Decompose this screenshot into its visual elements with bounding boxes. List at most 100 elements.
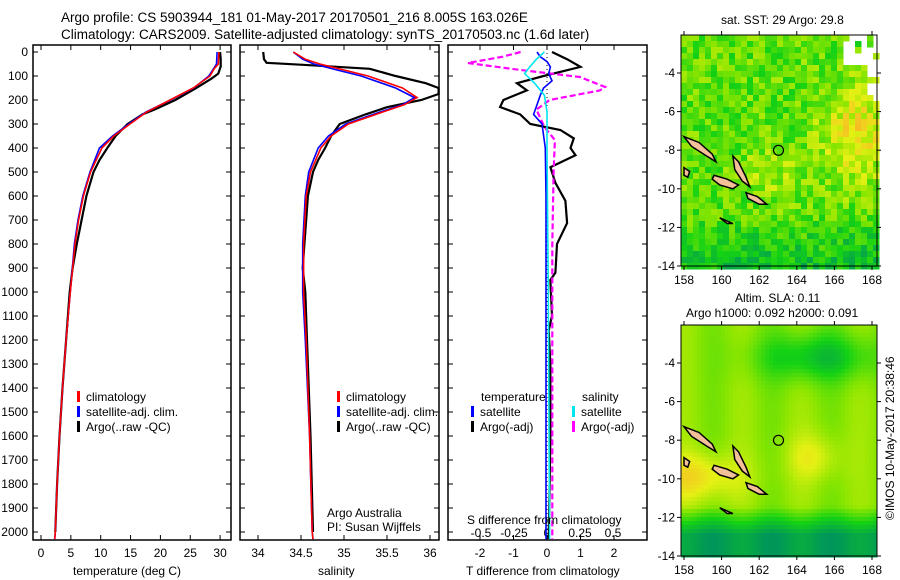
map-cell xyxy=(709,465,714,470)
map-cell xyxy=(831,245,838,252)
map-cell xyxy=(849,203,856,210)
map-cell xyxy=(837,481,842,486)
map-cell xyxy=(853,485,858,490)
map-cell xyxy=(843,161,850,168)
map-cell xyxy=(747,101,754,108)
map-cell xyxy=(753,525,758,530)
map-cell xyxy=(753,167,760,174)
map-cell xyxy=(781,481,786,486)
map-cell xyxy=(833,469,838,474)
map-cell xyxy=(761,405,766,410)
map-cell xyxy=(685,377,690,382)
map-cell xyxy=(741,89,748,96)
map-cell xyxy=(757,353,762,358)
map-cell xyxy=(769,525,774,530)
map-cell xyxy=(783,41,790,48)
map-cell xyxy=(861,101,868,108)
map-cell xyxy=(801,545,806,550)
map-cell xyxy=(765,191,772,198)
map-cell xyxy=(825,497,830,502)
map-cell xyxy=(693,203,700,210)
lon-tick-label: 162 xyxy=(749,563,769,577)
map-cell xyxy=(693,449,698,454)
map-cell xyxy=(711,209,718,216)
map-cell xyxy=(697,405,702,410)
map-cell xyxy=(865,421,870,426)
map-cell xyxy=(849,469,854,474)
map-cell xyxy=(753,505,758,510)
map-cell xyxy=(725,441,730,446)
map-cell xyxy=(773,369,778,374)
map-cell xyxy=(697,421,702,426)
depth-tick-label: 1200 xyxy=(1,333,28,347)
map-cell xyxy=(841,453,846,458)
map-cell xyxy=(789,173,796,180)
map-cell xyxy=(765,353,770,358)
map-cell xyxy=(735,71,742,78)
map-cell xyxy=(857,485,862,490)
map-cell xyxy=(857,345,862,350)
map-cell xyxy=(717,191,724,198)
map-cell xyxy=(831,35,838,42)
map-cell xyxy=(865,325,870,330)
map-cell xyxy=(809,489,814,494)
map-cell xyxy=(817,533,822,538)
map-cell xyxy=(745,397,750,402)
map-cell xyxy=(809,341,814,346)
map-cell xyxy=(693,409,698,414)
map-cell xyxy=(821,401,826,406)
map-cell xyxy=(789,215,796,222)
map-cell xyxy=(753,393,758,398)
map-cell xyxy=(837,239,844,246)
map-cell xyxy=(793,461,798,466)
map-cell xyxy=(821,397,826,402)
map-cell xyxy=(829,553,834,558)
map-cell xyxy=(709,361,714,366)
map-cell xyxy=(729,481,734,486)
map-cell xyxy=(855,155,862,162)
map-cell xyxy=(849,441,854,446)
map-cell xyxy=(801,505,806,510)
map-cell xyxy=(821,441,826,446)
map-cell xyxy=(705,345,710,350)
map-cell xyxy=(831,197,838,204)
map-cell xyxy=(841,449,846,454)
map-cell xyxy=(759,131,766,138)
map-cell xyxy=(685,497,690,502)
map-cell xyxy=(873,113,880,120)
map-cell xyxy=(857,389,862,394)
map-cell xyxy=(797,353,802,358)
map-cell xyxy=(873,125,880,132)
map-cell xyxy=(861,461,866,466)
map-cell xyxy=(717,425,722,430)
map-cell xyxy=(861,179,868,186)
map-cell xyxy=(753,65,760,72)
map-cell xyxy=(819,113,826,120)
map-cell xyxy=(777,393,782,398)
map-cell xyxy=(809,389,814,394)
map-cell xyxy=(861,445,866,450)
map-cell xyxy=(697,397,702,402)
map-cell xyxy=(697,369,702,374)
map-cell xyxy=(705,173,712,180)
map-cell xyxy=(817,437,822,442)
map-cell xyxy=(701,349,706,354)
map-cell xyxy=(801,47,808,54)
map-cell xyxy=(813,457,818,462)
map-cell xyxy=(805,493,810,498)
map-cell xyxy=(843,35,850,42)
map-cell xyxy=(873,457,878,462)
map-cell xyxy=(713,537,718,542)
map-cell xyxy=(721,489,726,494)
map-cell xyxy=(841,481,846,486)
map-cell xyxy=(745,513,750,518)
map-cell xyxy=(869,529,874,534)
map-cell xyxy=(701,353,706,358)
map-cell xyxy=(829,405,834,410)
map-cell xyxy=(857,477,862,482)
map-cell xyxy=(717,553,722,558)
map-cell xyxy=(745,537,750,542)
map-cell xyxy=(681,179,688,186)
s-difference-xlabel: S difference from climatology xyxy=(467,513,622,527)
map-cell xyxy=(853,369,858,374)
